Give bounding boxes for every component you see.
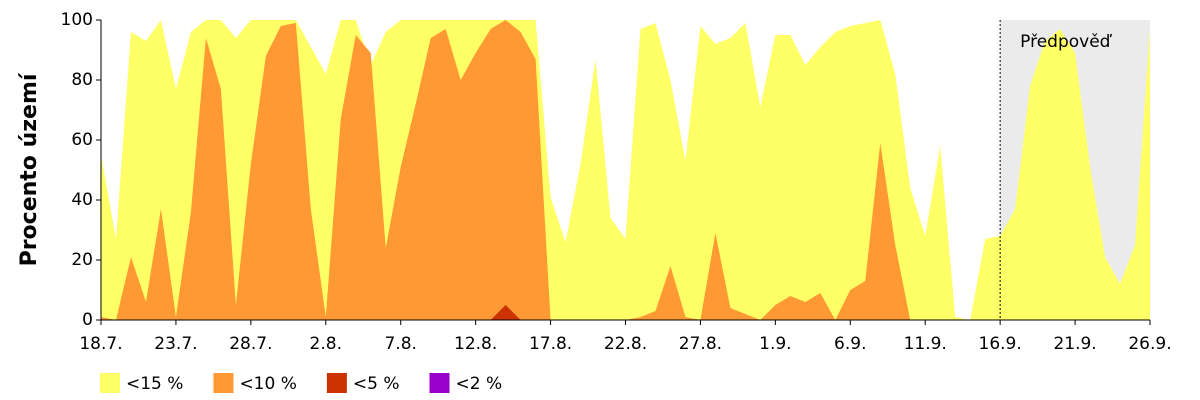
y-axis-label: Procento území bbox=[17, 72, 42, 266]
legend-label: <15 % bbox=[126, 374, 183, 394]
x-tick-label: 7.8. bbox=[384, 334, 416, 354]
legend-swatch bbox=[429, 373, 450, 393]
x-tick-label: 26.9. bbox=[1128, 334, 1171, 354]
x-tick-label: 22.8. bbox=[604, 334, 647, 354]
x-tick-label: 23.7. bbox=[154, 334, 197, 354]
x-tick-label: 2.8. bbox=[310, 334, 342, 354]
x-tick-label: 12.8. bbox=[454, 334, 497, 354]
legend-swatch bbox=[100, 373, 120, 393]
legend-swatch bbox=[213, 373, 234, 393]
y-tick-label: 100 bbox=[61, 10, 93, 30]
x-tick-label: 17.8. bbox=[529, 334, 572, 354]
forecast-label: Předpověď bbox=[1020, 32, 1113, 52]
y-tick-label: 80 bbox=[71, 70, 93, 90]
legend-label: <2 % bbox=[456, 374, 503, 394]
legend-label: <10 % bbox=[239, 374, 296, 394]
x-tick-label: 6.9. bbox=[834, 334, 866, 354]
legend-swatch bbox=[326, 373, 347, 393]
y-tick-label: 20 bbox=[71, 250, 93, 270]
x-tick-label: 16.9. bbox=[979, 334, 1022, 354]
area bbox=[101, 20, 1150, 320]
x-tick-label: 27.8. bbox=[679, 334, 722, 354]
y-tick-label: 40 bbox=[71, 190, 93, 210]
x-tick-label: 18.7. bbox=[79, 334, 122, 354]
legend-label: <5 % bbox=[353, 374, 400, 394]
x-tick-label: 28.7. bbox=[229, 334, 272, 354]
x-tick-label: 1.9. bbox=[759, 334, 791, 354]
x-tick-label: 11.9. bbox=[904, 334, 947, 354]
y-tick-label: 60 bbox=[71, 130, 93, 150]
y-tick-label: 0 bbox=[82, 310, 93, 330]
x-tick-label: 21.9. bbox=[1053, 334, 1096, 354]
